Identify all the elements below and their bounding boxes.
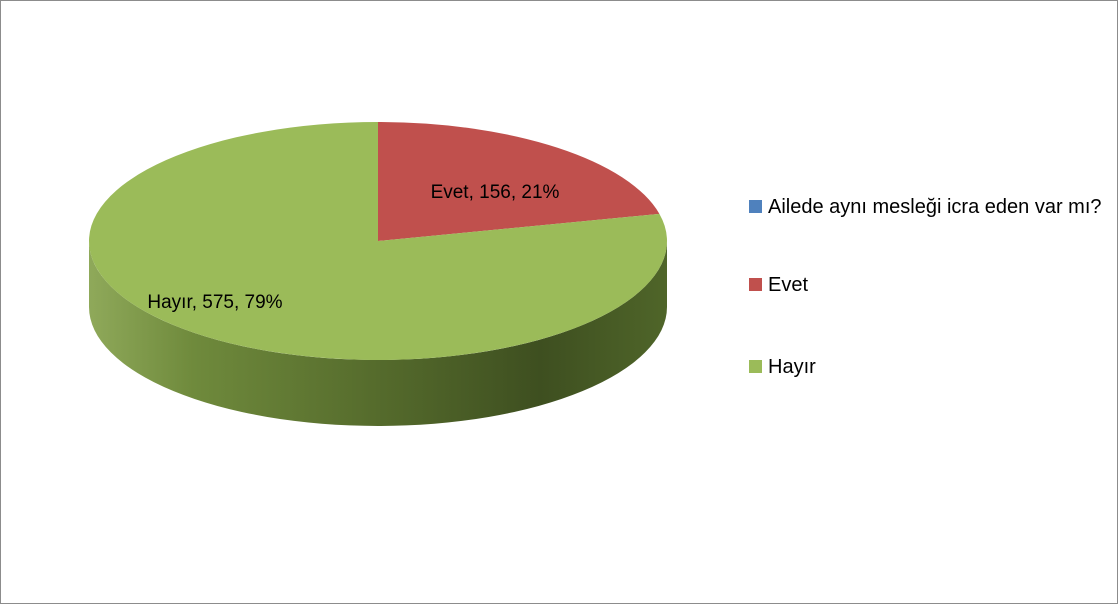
pie-group: Evet, 156, 21% Hayır, 575, 79% <box>89 122 667 426</box>
legend-label-evet: Evet <box>768 274 809 296</box>
pie-slice-evet <box>378 122 660 241</box>
legend-item-series: Ailede aynı mesleği icra eden var mı? <box>749 191 1117 223</box>
legend-label-series: Ailede aynı mesleği icra eden var mı? <box>768 196 1102 218</box>
legend-item-hayir: Hayır <box>749 351 1117 383</box>
data-label-evet: Evet, 156, 21% <box>431 182 560 203</box>
legend-label-hayir: Hayır <box>768 356 816 378</box>
legend-swatch-series <box>749 200 762 213</box>
pie-slice-hayir <box>89 122 667 360</box>
legend-swatch-evet <box>749 278 762 291</box>
legend-item-evet: Evet <box>749 269 1117 301</box>
legend-swatch-hayir <box>749 360 762 373</box>
pie-side-wall <box>89 241 667 426</box>
data-label-hayir: Hayır, 575, 79% <box>147 292 282 313</box>
